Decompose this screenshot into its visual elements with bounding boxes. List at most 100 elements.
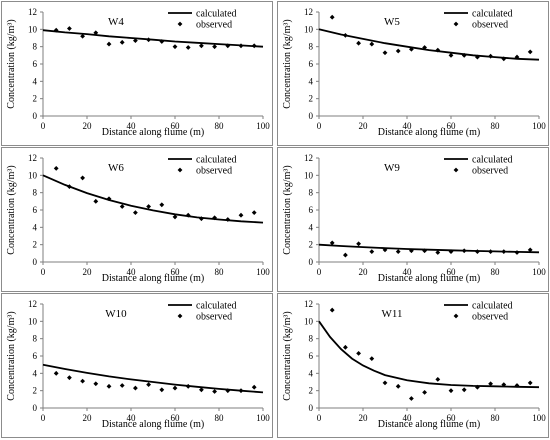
observed-point xyxy=(106,41,112,47)
observed-point xyxy=(67,184,72,189)
observed-point xyxy=(146,382,151,387)
observed-point xyxy=(53,27,59,33)
observed-point xyxy=(409,46,414,52)
observed-point xyxy=(382,247,388,253)
panel-title: W6 xyxy=(108,162,124,174)
observed-point xyxy=(461,52,467,58)
y-tick-label: 12 xyxy=(304,153,313,163)
observed-point xyxy=(185,212,191,218)
chart-panel-w5: 0 2 4 6 8 10 12 0 20 40 60 80 100 Distance along flum… xyxy=(277,1,549,146)
observed-point xyxy=(80,33,85,39)
observed-point xyxy=(435,47,441,53)
observed-point xyxy=(448,249,454,254)
legend-marker-swatch xyxy=(453,21,459,27)
observed-point xyxy=(199,387,204,393)
observed-point xyxy=(212,44,217,50)
y-tick-label: 4 xyxy=(309,368,314,378)
observed-point xyxy=(343,252,348,258)
observed-point xyxy=(225,43,231,49)
observed-point xyxy=(212,389,217,394)
observed-point xyxy=(382,380,388,386)
observed-point xyxy=(329,14,335,20)
y-tick-label: 2 xyxy=(309,94,314,104)
x-tick-label: 40 xyxy=(127,121,137,131)
x-tick-label: 20 xyxy=(359,413,369,423)
x-tick-label: 20 xyxy=(83,121,93,131)
observed-point xyxy=(448,388,454,394)
observed-point xyxy=(395,383,401,389)
y-tick-label: 0 xyxy=(309,257,314,267)
x-tick-label: 0 xyxy=(317,413,322,423)
observed-point xyxy=(53,370,59,376)
observed-point xyxy=(422,45,427,50)
x-axis-label: Distance along flume (m) xyxy=(102,419,204,430)
x-tick-label: 100 xyxy=(256,267,270,277)
y-tick-label: 10 xyxy=(28,316,38,326)
x-axis-label: Distance along flume (m) xyxy=(102,127,204,138)
observed-point xyxy=(501,382,507,387)
legend-label-calculated: calculated xyxy=(472,301,513,312)
observed-point xyxy=(251,210,257,215)
panel-title: W11 xyxy=(382,308,403,320)
y-axis-label: Concentration (kg/m³) xyxy=(282,165,293,254)
x-tick-label: 40 xyxy=(403,413,413,423)
legend-label-calculated: calculated xyxy=(196,155,237,166)
x-tick-label: 0 xyxy=(41,413,46,423)
y-tick-label: 12 xyxy=(304,7,313,17)
observed-point xyxy=(67,375,72,381)
x-tick-label: 60 xyxy=(171,413,181,423)
legend-marker-swatch xyxy=(177,313,183,319)
observed-point xyxy=(527,49,533,55)
observed-point xyxy=(199,43,204,49)
legend-label-observed: observed xyxy=(472,312,508,323)
panel-title: W4 xyxy=(108,16,124,28)
observed-point xyxy=(146,37,151,43)
y-tick-label: 10 xyxy=(304,170,314,180)
y-axis-label: Concentration (kg/m³) xyxy=(282,311,293,400)
observed-point xyxy=(119,39,125,45)
observed-point xyxy=(133,385,138,391)
observed-point xyxy=(80,175,85,181)
observed-point xyxy=(212,215,217,221)
x-tick-label: 20 xyxy=(359,121,369,131)
observed-point xyxy=(475,54,480,60)
y-axis-label: Concentration (kg/m³) xyxy=(6,165,17,254)
x-tick-label: 60 xyxy=(447,413,457,423)
observed-point xyxy=(199,216,204,222)
observed-point xyxy=(119,204,125,209)
observed-point xyxy=(185,383,191,389)
y-tick-label: 12 xyxy=(28,299,37,309)
y-tick-label: 12 xyxy=(304,299,313,309)
legend-label-observed: observed xyxy=(472,20,508,31)
observed-point xyxy=(382,50,388,56)
observed-point xyxy=(53,166,59,171)
y-tick-label: 0 xyxy=(33,111,38,121)
observed-point xyxy=(343,344,348,350)
observed-point xyxy=(514,54,520,60)
observed-point xyxy=(435,377,441,382)
observed-point xyxy=(514,383,520,388)
calculated-line xyxy=(42,363,264,394)
observed-point xyxy=(356,351,361,356)
x-tick-label: 40 xyxy=(403,267,413,277)
observed-point xyxy=(356,40,361,46)
observed-point xyxy=(251,384,257,390)
observed-point xyxy=(133,38,138,43)
y-tick-label: 4 xyxy=(309,222,314,232)
x-tick-label: 0 xyxy=(317,267,322,277)
x-tick-label: 0 xyxy=(41,121,46,131)
observed-point xyxy=(93,381,99,387)
y-tick-label: 2 xyxy=(33,94,38,104)
panel-title: W10 xyxy=(105,308,127,320)
legend-marker-swatch xyxy=(177,167,183,173)
observed-point xyxy=(409,248,414,254)
chart-panel-w11: 0 2 4 6 8 10 12 0 20 40 60 80 100 Distance along flum… xyxy=(277,293,549,438)
observed-point xyxy=(93,198,99,204)
observed-point xyxy=(435,250,441,255)
x-axis-label: Distance along flume (m) xyxy=(378,419,480,430)
calculated-line xyxy=(318,28,540,61)
y-tick-label: 2 xyxy=(33,386,38,396)
legend-label-observed: observed xyxy=(472,166,508,177)
x-tick-label: 40 xyxy=(127,267,137,277)
